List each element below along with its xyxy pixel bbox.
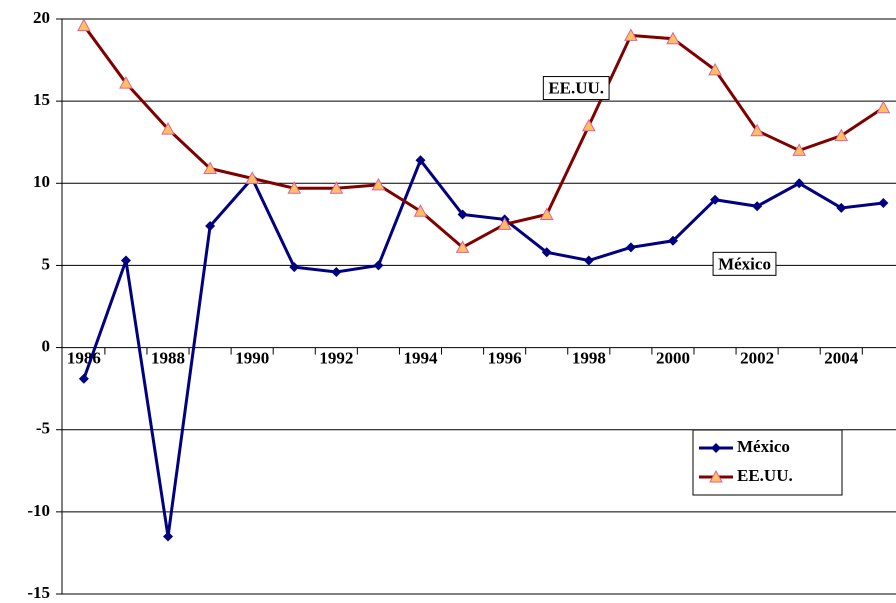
y-tick-label: 15 — [33, 90, 50, 109]
x-tick-label: 1998 — [572, 348, 606, 367]
marker — [711, 443, 721, 453]
marker — [78, 373, 89, 384]
y-tick-label: 20 — [33, 8, 50, 27]
marker — [878, 198, 889, 208]
marker — [331, 267, 342, 277]
marker — [329, 181, 344, 194]
marker — [583, 255, 594, 266]
marker — [708, 62, 722, 76]
marker — [203, 161, 217, 174]
marker — [245, 171, 260, 184]
marker — [457, 209, 468, 220]
marker — [371, 177, 386, 191]
y-tick-label: 5 — [42, 254, 51, 273]
annotation-box — [542, 76, 610, 101]
annotation-text: México — [718, 254, 771, 273]
marker — [709, 469, 723, 483]
marker — [415, 155, 426, 166]
marker — [373, 260, 384, 271]
marker — [624, 28, 638, 41]
x-tick-label: 1990 — [235, 348, 269, 367]
y-tick-label: 0 — [42, 336, 51, 355]
x-tick-label: 1992 — [319, 348, 353, 367]
annotation: EE.UU. — [542, 76, 610, 101]
x-tick-label: 1996 — [488, 348, 522, 367]
marker — [541, 247, 552, 258]
marker — [710, 194, 721, 205]
marker — [455, 240, 470, 253]
marker — [77, 18, 91, 32]
marker — [666, 31, 680, 45]
y-tick-label: 10 — [33, 172, 50, 191]
marker — [794, 178, 805, 189]
legend-label: EE.UU. — [737, 466, 793, 485]
legend-box — [692, 429, 843, 496]
x-tick-label: 2004 — [824, 348, 859, 367]
x-tick-label: 2002 — [740, 348, 774, 367]
marker — [497, 217, 512, 230]
marker — [836, 202, 847, 213]
marker — [205, 221, 216, 231]
x-tick-label: 1986 — [67, 348, 101, 367]
marker — [161, 122, 175, 135]
marker — [413, 204, 428, 217]
legend: México EE.UU. — [692, 429, 843, 496]
marker — [581, 118, 596, 132]
x-tick-label: 1994 — [404, 348, 439, 367]
y-tick-label: -10 — [27, 501, 50, 520]
marker — [792, 143, 807, 156]
marker — [163, 531, 174, 542]
legend-label: México — [737, 437, 790, 456]
series-line — [82, 24, 885, 250]
marker — [120, 255, 131, 266]
marker — [667, 235, 678, 246]
marker — [834, 128, 849, 142]
marker — [287, 181, 302, 194]
marker — [752, 201, 763, 212]
marker — [289, 262, 300, 273]
marker — [539, 207, 554, 220]
annotation: México — [712, 251, 777, 276]
y-tick-label: -15 — [27, 583, 50, 602]
x-tick-label: 1988 — [151, 348, 185, 367]
marker — [876, 100, 891, 114]
marker — [625, 242, 636, 253]
y-tick-label: -5 — [36, 419, 50, 438]
series-line — [82, 157, 884, 537]
marker — [750, 123, 764, 137]
marker — [119, 76, 133, 89]
annotation-text: EE.UU. — [548, 79, 604, 98]
annotation-box — [712, 251, 777, 276]
x-tick-label: 2000 — [656, 348, 690, 367]
